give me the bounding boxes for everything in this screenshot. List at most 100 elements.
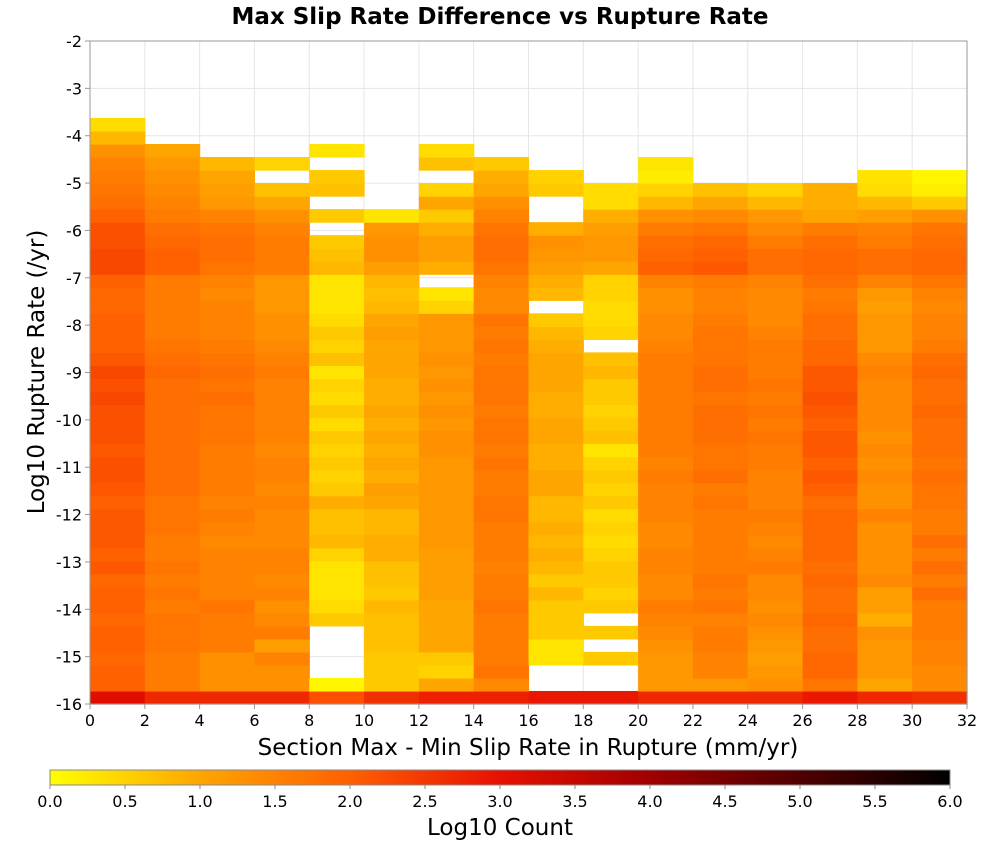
heatmap-cell	[692, 183, 749, 197]
heatmap-cell	[418, 404, 475, 419]
heatmap-cell	[638, 664, 694, 679]
heatmap-cell	[364, 573, 420, 588]
heatmap-cell	[90, 391, 146, 406]
heatmap-cell	[857, 664, 913, 679]
y-tick-label: -14	[56, 600, 82, 619]
colorbar-tick-label: 5.0	[787, 792, 812, 811]
heatmap-cell	[418, 534, 475, 549]
heatmap-cell	[364, 352, 420, 366]
heatmap-cell	[802, 196, 858, 210]
heatmap-cell	[144, 157, 201, 171]
heatmap-cell	[692, 352, 749, 366]
heatmap-cell	[857, 404, 913, 419]
heatmap-cell	[473, 222, 530, 236]
heatmap-cell	[418, 209, 475, 223]
heatmap-cell	[199, 313, 256, 327]
heatmap-cell	[857, 651, 913, 666]
colorbar-tick-label: 2.0	[337, 792, 362, 811]
heatmap-cell	[802, 261, 858, 275]
heatmap-cell	[144, 235, 201, 249]
heatmap-cell	[473, 170, 530, 184]
heatmap-cell	[144, 677, 201, 692]
heatmap-cell	[473, 508, 530, 523]
heatmap-cell	[747, 521, 804, 536]
heatmap-cell	[199, 521, 256, 536]
heatmap-cell	[912, 222, 968, 236]
heatmap-cell	[802, 365, 858, 380]
heatmap-cell	[199, 183, 256, 197]
x-tick-label: 16	[518, 711, 538, 730]
heatmap-cell	[254, 417, 310, 432]
heatmap-cell	[583, 690, 639, 705]
heatmap-cell	[309, 417, 365, 432]
x-tick-label: 12	[409, 711, 429, 730]
heatmap-cell	[692, 430, 749, 445]
heatmap-cell	[309, 183, 365, 197]
heatmap-cell	[912, 326, 968, 340]
heatmap-cell	[144, 248, 201, 262]
heatmap-cell	[473, 430, 530, 445]
heatmap-cell	[857, 443, 913, 458]
heatmap-cell	[473, 573, 530, 588]
heatmap-cell	[802, 443, 858, 458]
heatmap-cell	[802, 599, 858, 614]
heatmap-cell	[364, 287, 420, 301]
heatmap-cell	[418, 144, 475, 158]
heatmap-cell	[638, 599, 694, 614]
heatmap-cell	[802, 183, 858, 197]
heatmap-cell	[254, 573, 310, 588]
heatmap-cell	[528, 274, 584, 288]
heatmap-cell	[418, 521, 475, 536]
heatmap-cell	[90, 612, 146, 627]
heatmap-cell	[912, 612, 968, 627]
heatmap-cell	[692, 196, 749, 210]
heatmap-cell	[583, 222, 639, 236]
heatmap-cell	[857, 352, 913, 366]
heatmap-cell	[364, 274, 420, 288]
heatmap-cell	[912, 651, 968, 666]
heatmap-cell	[912, 469, 968, 484]
heatmap-cell	[747, 339, 804, 353]
heatmap-cell	[583, 235, 639, 249]
heatmap-cell	[309, 339, 365, 353]
heatmap-cell	[309, 404, 365, 419]
heatmap-cell	[364, 612, 420, 627]
heatmap-cell	[692, 495, 749, 510]
heatmap-cell	[254, 261, 310, 275]
x-tick-label: 14	[464, 711, 484, 730]
heatmap-cell	[692, 521, 749, 536]
heatmap-cell	[528, 183, 584, 197]
heatmap-cell	[418, 235, 475, 249]
heatmap-cell	[144, 443, 201, 458]
heatmap-cell	[90, 183, 146, 197]
x-tick-label: 22	[683, 711, 703, 730]
heatmap-cell	[692, 274, 749, 288]
heatmap-cell	[254, 222, 310, 236]
colorbar-tick-label: 6.0	[937, 792, 962, 811]
heatmap-cell	[473, 352, 530, 366]
heatmap-cell	[199, 209, 256, 223]
heatmap-cell	[199, 677, 256, 692]
heatmap-cell	[583, 352, 639, 366]
heatmap-cell	[254, 625, 310, 640]
heatmap-cell	[90, 638, 146, 653]
heatmap-cell	[473, 677, 530, 692]
heatmap-cell	[418, 222, 475, 236]
heatmap-cell	[90, 599, 146, 614]
heatmap-cell	[90, 560, 146, 575]
heatmap-cell	[418, 157, 475, 171]
x-tick-label: 30	[902, 711, 922, 730]
heatmap-cell	[254, 183, 310, 197]
heatmap-cell	[144, 430, 201, 445]
heatmap-cell	[418, 352, 475, 366]
heatmap-cell	[747, 560, 804, 575]
heatmap-cell	[473, 443, 530, 458]
heatmap-cell	[638, 183, 694, 197]
heatmap-cell	[90, 117, 146, 132]
y-axis-label: Log10 Rupture Rate (/yr)	[24, 230, 50, 515]
heatmap-cell	[90, 456, 146, 471]
heatmap-cell	[90, 274, 146, 288]
heatmap-cell	[802, 248, 858, 262]
heatmap-cell	[912, 482, 968, 497]
heatmap-cell	[638, 612, 694, 627]
